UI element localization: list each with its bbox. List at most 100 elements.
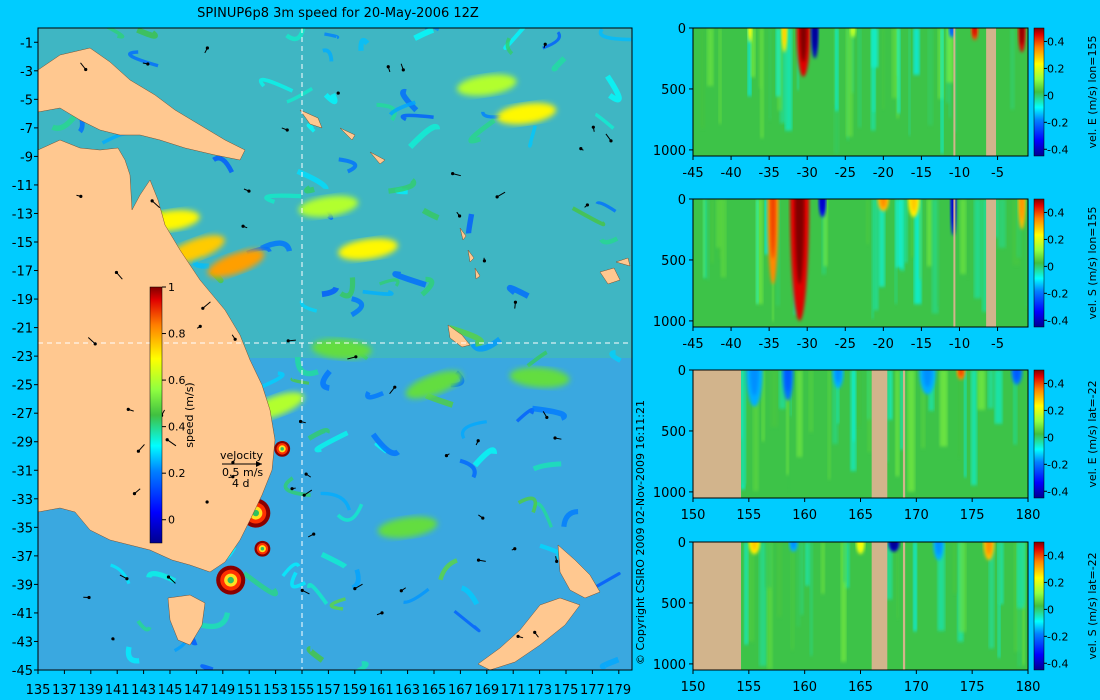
speed-filament [561,509,579,528]
colorbar-tick-label: 0.8 [168,328,186,341]
velocity-arrowhead [476,558,481,562]
section-stripe [808,370,814,433]
section-stripe [775,28,781,97]
section-stripe [740,370,747,485]
section-core-inner [751,542,758,551]
section-core-inner [950,28,954,35]
section-stripe [963,370,967,478]
eddy-core [260,546,265,551]
section-x-tick-label: 170 [904,508,929,523]
velocity-arrowhead [336,91,340,95]
section-stripe [994,199,999,238]
velocity-arrowhead [513,300,518,304]
section-stripe [873,199,879,311]
speed-filament [110,563,131,585]
section-stripe [960,199,967,275]
velocity-arrowhead [354,355,358,359]
map-y-tick-label: -1 [20,36,33,51]
section-stripe [926,199,933,267]
section-frame [692,27,1029,157]
section-x-tick-label: 175 [960,508,985,523]
speed-filament [403,587,430,604]
new-caledonia-landmass [447,324,471,348]
speed-map-panel: SPINUP6p8 3m speed for 20-May-2006 12Z 1… [12,6,647,698]
section-stripe [937,542,945,631]
section-stripe [891,28,900,99]
section-stripe [786,370,789,475]
map-x-tick-label: 149 [210,683,235,698]
section-colorbar-tick-label: -0.4 [1047,657,1068,670]
speed-filament [321,286,340,298]
section-stripe [755,199,759,304]
section-stripe [907,370,915,492]
speed-filament [358,37,370,52]
section-stripe [796,370,803,458]
speed-filament [260,240,293,252]
section-stripe [820,542,826,594]
speed-filament [306,123,316,133]
section-colorbar-label: vel. S (m/s) lat=-22 [1086,552,1099,659]
velocity-arrowhead [126,407,130,411]
section-land [693,542,742,670]
velocity-legend-time: 4 d [232,477,249,490]
section-stripe [840,542,847,662]
section-colorbar [1033,541,1045,671]
map-y-tick-label: -39 [12,578,33,593]
section-colorbar-tick-label: 0 [1047,89,1054,102]
velocity-arrowhead [585,203,590,207]
section-y-tick-label: 1000 [653,144,686,159]
velocity-arrowhead [286,339,290,343]
velocity-arrowhead [591,125,595,129]
velocity-arrowhead [231,460,235,465]
section-x-tick-label: -15 [911,337,932,352]
velocity-arrowhead [165,438,169,442]
section-core-inner [770,199,776,259]
section-colorbar-tick-label: -0.2 [1047,458,1068,471]
speed-filament [420,276,435,297]
speed-filament [286,87,314,104]
section-colorbar-tick-label: 0.4 [1047,377,1065,390]
speed-filament [472,447,497,468]
velocity-arrowhead [304,472,308,476]
velocity-arrow [202,301,211,309]
section-colorbar-tick-label: -0.4 [1047,485,1068,498]
velocity-arrowhead [150,199,154,203]
speed-jet [457,74,517,96]
speed-filament [532,405,567,421]
colorbar-tick-label: 0.6 [168,374,186,387]
section-background [693,542,1028,670]
section-field [693,199,1028,327]
section-stripe [872,28,876,112]
section-stripe [881,28,885,110]
section-colorbar-tick-label: -0.2 [1047,630,1068,643]
velocity-arrowhead [380,611,384,615]
colorbar-tick-label: 0.4 [168,421,186,434]
map-x-tick-label: 177 [580,683,605,698]
section-stripe [768,28,772,120]
section-core-inner [782,28,786,46]
speed-filament [136,28,158,39]
section-x-tick-label: 160 [792,508,817,523]
speed-filament [468,118,496,144]
section-stripe [759,542,767,667]
map-features [38,28,632,670]
velocity-arrowhead [298,419,303,424]
section-stripe [1017,542,1025,604]
section-colorbar-tick-label: 0.2 [1047,233,1065,246]
section-stripe [706,199,710,280]
section-core-inner [750,370,759,396]
velocity-arrowhead [111,637,115,641]
section-y-tick-label: 500 [661,254,686,269]
section-stripe [764,199,770,255]
map-y-tick-label: -35 [12,521,33,536]
section-colorbar-tick-label: 0.2 [1047,62,1065,75]
section-stripe [715,199,722,248]
velocity-arrowhead [482,259,487,263]
velocity-arrowhead [393,385,397,389]
section-x-tick-label: -25 [835,337,856,352]
map-y-tick-label: -13 [12,207,33,222]
velocity-arrowhead [555,559,559,563]
map-x-tick-label: 145 [158,683,183,698]
section-stripe [779,28,788,124]
